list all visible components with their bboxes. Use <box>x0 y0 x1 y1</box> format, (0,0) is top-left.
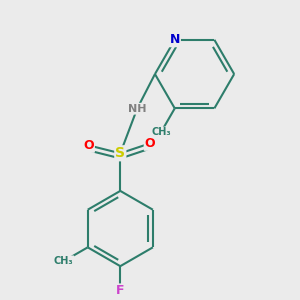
Text: CH₃: CH₃ <box>54 256 74 266</box>
Text: O: O <box>145 137 155 150</box>
Text: N: N <box>169 33 180 46</box>
Text: F: F <box>116 284 124 297</box>
Text: CH₃: CH₃ <box>151 128 171 137</box>
Text: S: S <box>115 146 125 160</box>
Text: O: O <box>83 139 94 152</box>
Text: NH: NH <box>128 104 146 114</box>
